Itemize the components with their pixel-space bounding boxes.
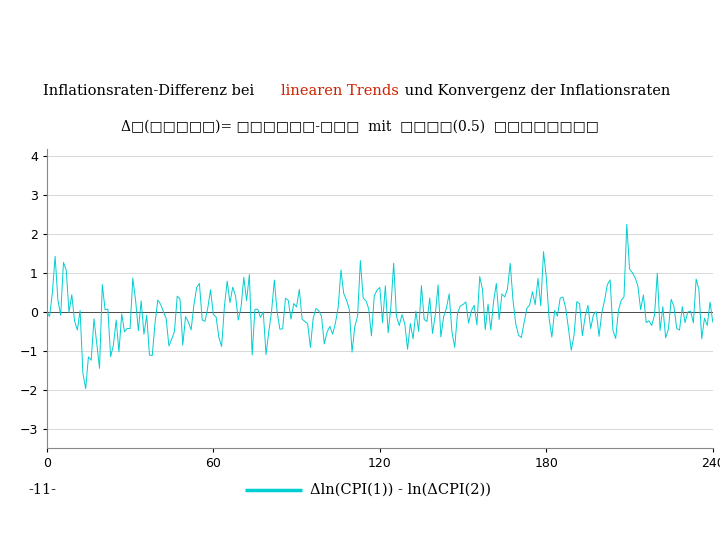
Text: Inflationsraten-Differenz bei: Inflationsraten-Differenz bei: [43, 84, 259, 98]
Text: linearen Trends: linearen Trends: [281, 84, 399, 98]
Text: -11-: -11-: [29, 483, 57, 496]
Text: 2. Konvergenz der Preisniveaus ?: 2. Konvergenz der Preisniveaus ?: [148, 24, 572, 46]
Text: und Konvergenz der Inflationsraten: und Konvergenz der Inflationsraten: [400, 84, 670, 98]
Text: Δ□(□□□□□)= □□□□□□-□□□  mit  □□□□(0.5)  □□□□□□□□: Δ□(□□□□□)= □□□□□□-□□□ mit □□□□(0.5) □□□□…: [121, 120, 599, 134]
Text: Δln(CPI(1)) - ln(ΔCPI(2)): Δln(CPI(1)) - ln(ΔCPI(2)): [310, 483, 490, 496]
